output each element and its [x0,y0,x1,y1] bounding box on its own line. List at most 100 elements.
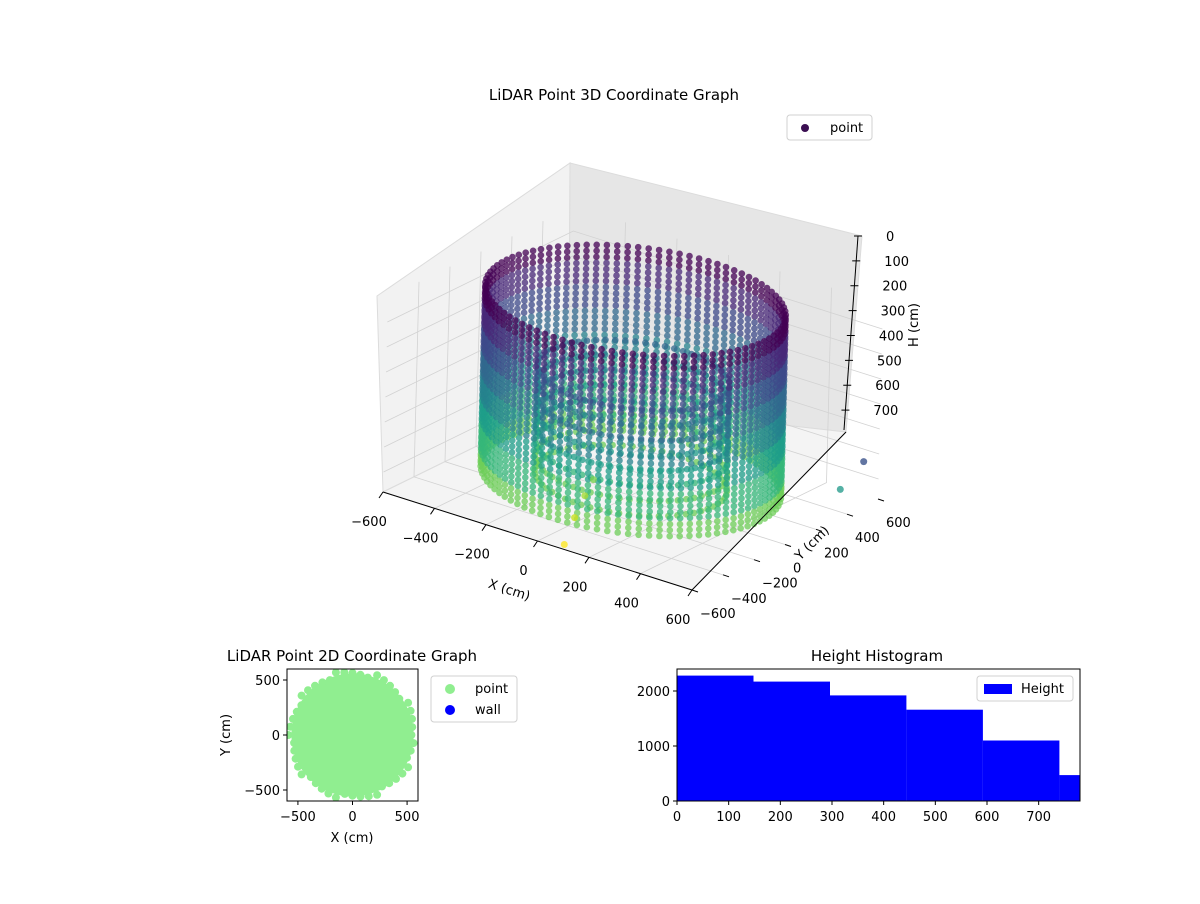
stray-point [560,541,568,548]
point-3d [708,405,715,412]
point-3d [582,271,590,279]
point-3d [514,482,522,490]
point-2d [317,784,326,793]
point-3d [700,363,707,371]
point-3d [601,319,609,327]
point-3d [544,316,551,324]
point-3d [540,396,547,404]
point-3d [606,413,614,421]
point-3d [726,354,734,362]
point-3d [649,370,657,377]
point-2d [297,691,306,700]
point-3d [507,491,515,498]
point-3d [680,364,688,372]
point-3d [567,387,574,394]
point-2d [386,681,394,690]
point-3d [627,440,634,448]
point-3d [634,273,641,281]
point-3d [750,331,758,338]
point-3d [500,321,508,329]
point-3d [549,345,557,353]
point-3d [751,490,758,498]
point-3d [510,365,518,372]
point-3d [635,513,643,521]
point-3d [730,285,737,292]
point-3d [604,503,612,511]
point-3d [703,311,711,319]
point-3d [654,294,662,302]
point-3d [573,241,581,249]
point-3d [602,271,610,279]
point-3d [622,302,630,310]
point-3d [645,257,652,264]
point-3d [523,420,530,427]
point-3d [522,438,530,445]
point-3d [747,402,754,410]
point-3d [537,257,544,265]
point-3d [654,312,661,320]
point-3d [753,400,761,408]
point-3d [554,279,561,286]
y-tick-label: 1000 [637,740,670,755]
point-3d [678,466,685,474]
point-3d [582,289,589,297]
point-3d [678,454,685,462]
point-3d [729,339,736,346]
point-3d [696,519,703,527]
point-3d [764,401,771,408]
point-3d [584,469,592,477]
point-3d [734,370,741,378]
point-2d [407,731,416,739]
point-3d [693,333,701,340]
point-3d [660,376,667,384]
point-3d [687,472,695,480]
point-3d [532,369,539,377]
x-tick-label: 0 [673,810,681,825]
point-3d [757,494,764,501]
point-3d [690,364,698,372]
point-3d [521,267,529,275]
point-3d [757,476,764,483]
point-3d [592,277,600,285]
x-tick-label: 200 [768,810,793,825]
point-3d [537,504,544,512]
point-3d [622,314,630,322]
point-3d [587,367,595,375]
point-3d [744,333,751,341]
point-3d [617,421,624,428]
point-3d [517,350,525,358]
point-3d [629,362,636,370]
point-3d [659,412,666,420]
point-3d [707,447,714,454]
point-3d [706,483,713,490]
point-2d [311,779,320,788]
point-3d [760,356,768,363]
point-3d [601,313,609,321]
point-2d [294,762,302,771]
point-3d [748,378,755,386]
point-3d [667,478,675,486]
point-3d [496,477,504,485]
stray-point [860,458,868,466]
y-tick-label: −600 [700,607,736,622]
point-3d [686,526,693,534]
point-3d [605,455,613,463]
h-tick-label: 700 [873,404,898,419]
h-axis-label: H (cm) [907,303,922,347]
point-3d [576,413,583,421]
histogram-bar [677,675,754,801]
point-3d [591,319,598,327]
point-3d [747,408,754,416]
point-3d [758,428,766,435]
point-2d [297,701,306,710]
point-3d [515,251,523,259]
point-3d [694,315,701,322]
point-3d [628,386,636,394]
point-3d [675,286,682,294]
point-3d [503,262,510,270]
point-3d [715,469,722,477]
point-3d [655,276,662,284]
point-3d [649,376,657,383]
point-3d [745,486,752,494]
point-3d [689,400,697,408]
